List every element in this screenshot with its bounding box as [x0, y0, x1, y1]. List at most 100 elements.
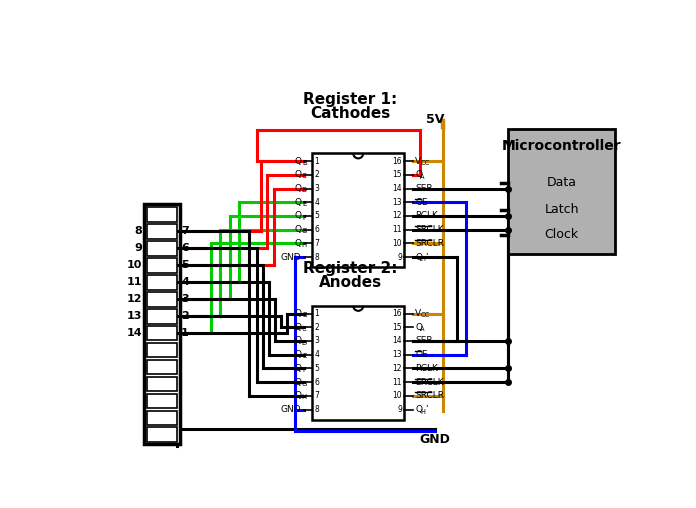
Text: G: G: [301, 380, 307, 387]
Text: ': ': [425, 252, 428, 262]
Bar: [508, 129, 615, 254]
Bar: [148, 427, 177, 442]
Text: 15: 15: [393, 323, 402, 332]
Text: B: B: [302, 312, 307, 318]
Text: CC: CC: [420, 312, 429, 319]
Text: 1: 1: [315, 156, 319, 166]
Text: G: G: [301, 228, 307, 234]
Text: 6: 6: [181, 243, 189, 253]
Text: Data: Data: [546, 176, 576, 189]
Text: 4: 4: [315, 350, 319, 359]
Text: ': ': [425, 405, 428, 414]
Text: 10: 10: [393, 391, 402, 400]
Text: 13: 13: [393, 350, 402, 359]
Bar: [148, 275, 177, 290]
Text: 12: 12: [393, 211, 402, 220]
Text: Register 1:: Register 1:: [303, 92, 397, 107]
Bar: [148, 258, 177, 273]
Bar: [148, 241, 177, 256]
Text: Q: Q: [294, 239, 301, 248]
Text: 15: 15: [393, 170, 402, 179]
Text: 16: 16: [393, 309, 402, 318]
Text: V: V: [416, 156, 421, 166]
Text: 14: 14: [393, 184, 402, 193]
Text: 11: 11: [393, 225, 402, 234]
Text: E: E: [302, 353, 307, 359]
Text: C: C: [302, 326, 307, 332]
Text: GND: GND: [420, 433, 451, 447]
Text: H: H: [420, 256, 425, 262]
Text: 2: 2: [181, 311, 189, 321]
Bar: [148, 343, 177, 358]
Bar: [148, 207, 177, 222]
Text: 2: 2: [315, 170, 319, 179]
Text: 8: 8: [134, 226, 142, 236]
Text: F: F: [303, 367, 307, 373]
Text: Q: Q: [294, 198, 301, 207]
Text: 9: 9: [397, 252, 402, 262]
Text: 5: 5: [181, 260, 189, 270]
Text: Q: Q: [416, 252, 422, 262]
Text: 10: 10: [127, 260, 142, 270]
Text: Q: Q: [294, 156, 301, 166]
Text: 8: 8: [315, 405, 319, 414]
Text: Q: Q: [416, 323, 422, 332]
Text: V: V: [416, 309, 421, 318]
Bar: [148, 292, 177, 307]
Bar: [312, 153, 404, 267]
Text: Q: Q: [294, 336, 301, 345]
Text: 7: 7: [315, 239, 319, 248]
Bar: [148, 376, 177, 391]
Text: Q: Q: [294, 364, 301, 373]
Text: OE: OE: [416, 350, 428, 359]
Text: H: H: [301, 394, 307, 400]
Text: 10: 10: [393, 239, 402, 248]
Bar: [148, 224, 177, 239]
Text: Q: Q: [294, 184, 301, 193]
Text: GND: GND: [280, 252, 301, 262]
Text: Cathodes: Cathodes: [310, 106, 390, 121]
Text: Q: Q: [294, 211, 301, 220]
Text: SRCLK: SRCLK: [416, 225, 444, 234]
Text: RCLK: RCLK: [416, 211, 438, 220]
Text: 4: 4: [181, 277, 189, 287]
Text: OE: OE: [416, 198, 428, 207]
Text: Q: Q: [294, 225, 301, 234]
Text: 11: 11: [127, 277, 142, 287]
Text: 12: 12: [127, 294, 142, 304]
Text: 1: 1: [315, 309, 319, 318]
Text: Q: Q: [294, 170, 301, 179]
Text: Anodes: Anodes: [319, 275, 382, 290]
Text: 6: 6: [315, 377, 319, 387]
Text: H: H: [420, 408, 425, 415]
Text: E: E: [302, 201, 307, 207]
Text: 2: 2: [315, 323, 319, 332]
Text: Clock: Clock: [544, 229, 578, 241]
Text: A: A: [420, 326, 425, 332]
Text: A: A: [420, 174, 425, 180]
Text: GND: GND: [280, 405, 301, 414]
Text: Microcontroller: Microcontroller: [502, 139, 622, 153]
Bar: [148, 360, 177, 374]
Text: Q: Q: [294, 323, 301, 332]
Bar: [148, 326, 177, 340]
Text: SER: SER: [416, 184, 433, 193]
Text: 3: 3: [315, 336, 319, 345]
Text: 14: 14: [126, 328, 142, 338]
Text: 3: 3: [181, 294, 189, 304]
Text: CC: CC: [420, 160, 429, 166]
Text: 9: 9: [397, 405, 402, 414]
Text: Q: Q: [294, 377, 301, 387]
Text: 7: 7: [315, 391, 319, 400]
Text: D: D: [301, 187, 307, 193]
Text: 6: 6: [315, 225, 319, 234]
Text: 5V: 5V: [426, 113, 445, 126]
Text: SRCLR: SRCLR: [416, 391, 444, 400]
Text: H: H: [301, 242, 307, 248]
Text: 16: 16: [393, 156, 402, 166]
Text: Q: Q: [294, 309, 301, 318]
Text: 3: 3: [315, 184, 319, 193]
Text: D: D: [301, 339, 307, 345]
Bar: [148, 309, 177, 324]
Bar: [144, 204, 180, 444]
